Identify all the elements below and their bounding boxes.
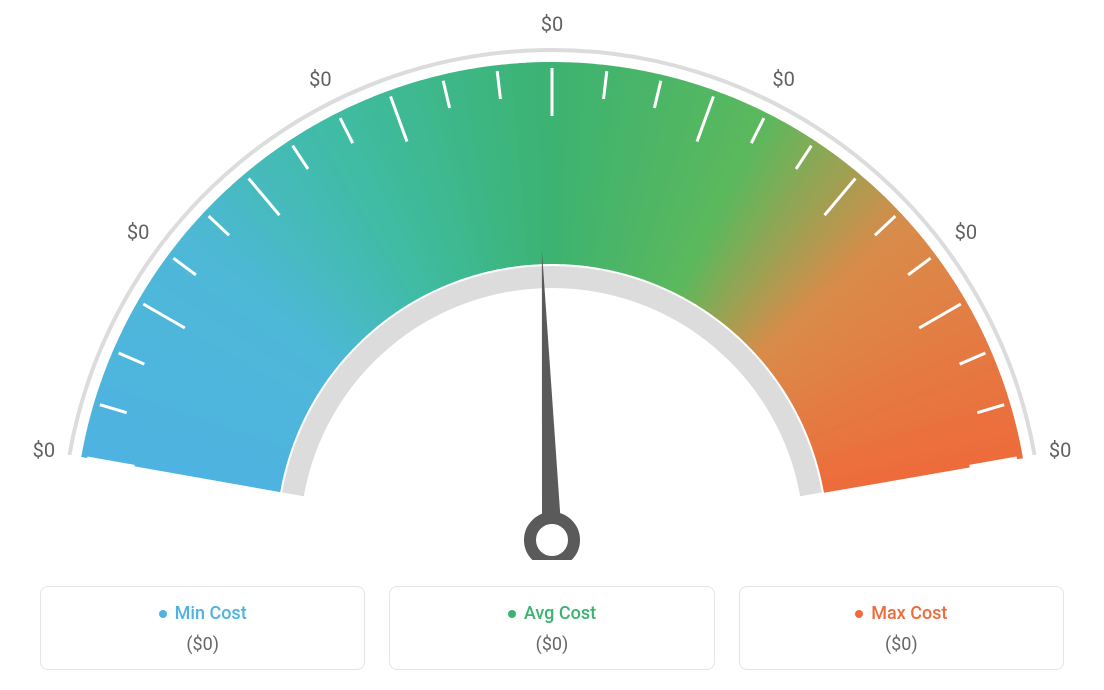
gauge-scale-label: $0 xyxy=(1049,438,1071,462)
legend-value-max: ($0) xyxy=(752,634,1051,655)
legend-label-min: Min Cost xyxy=(175,603,247,624)
dot-icon xyxy=(159,610,167,618)
gauge-scale-label: $0 xyxy=(772,67,794,91)
legend-title-avg: Avg Cost xyxy=(508,603,596,624)
legend-card-min: Min Cost ($0) xyxy=(40,586,365,671)
legend-card-max: Max Cost ($0) xyxy=(739,586,1064,671)
legend-value-avg: ($0) xyxy=(402,634,701,655)
legend-label-max: Max Cost xyxy=(871,603,947,624)
legend-card-avg: Avg Cost ($0) xyxy=(389,586,714,671)
gauge-scale-label: $0 xyxy=(541,12,563,36)
dot-icon xyxy=(855,610,863,618)
cost-gauge-widget: $0 $0 $0 $0 $0 $0 $0 Min Cost ($0) Avg Cost ($… xyxy=(0,0,1104,690)
legend-title-max: Max Cost xyxy=(855,603,947,624)
legend-title-min: Min Cost xyxy=(159,603,247,624)
gauge-chart xyxy=(0,0,1104,560)
gauge-scale-label: $0 xyxy=(309,67,331,91)
gauge-scale-label: $0 xyxy=(33,438,55,462)
dot-icon xyxy=(508,610,516,618)
legend-value-min: ($0) xyxy=(53,634,352,655)
gauge-scale-label: $0 xyxy=(127,220,149,244)
gauge-scale-label: $0 xyxy=(955,220,977,244)
legend-row: Min Cost ($0) Avg Cost ($0) Max Cost ($0… xyxy=(40,586,1064,671)
legend-label-avg: Avg Cost xyxy=(524,603,596,624)
